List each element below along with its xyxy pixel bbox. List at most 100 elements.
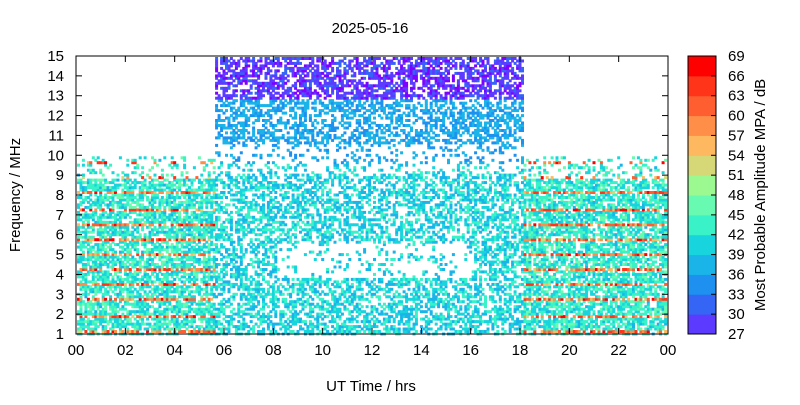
data-point: [262, 186, 265, 190]
data-point: [200, 198, 204, 202]
data-point: [232, 79, 236, 83]
data-point: [86, 205, 90, 209]
data-point: [266, 119, 270, 122]
data-point: [170, 156, 174, 160]
data-point: [138, 270, 142, 274]
data-point: [220, 104, 224, 108]
data-point: [269, 153, 273, 157]
data-point: [220, 307, 224, 311]
data-point: [303, 84, 307, 88]
data-point: [118, 327, 122, 331]
data-point: [121, 205, 125, 209]
data-point: [227, 76, 231, 80]
data-point: [323, 111, 327, 115]
data-point: [229, 243, 233, 247]
data-point: [301, 111, 305, 115]
data-point: [244, 265, 248, 269]
data-point: [160, 325, 164, 329]
data-point: [131, 302, 135, 306]
data-point: [195, 312, 199, 316]
data-point: [151, 223, 154, 227]
data-point: [192, 250, 196, 254]
data-point: [279, 312, 283, 316]
data-point: [242, 141, 246, 145]
data-point: [217, 282, 221, 286]
data-point: [262, 240, 265, 244]
data-point: [229, 210, 233, 214]
data-point: [217, 173, 221, 177]
data-point: [111, 200, 115, 204]
data-point: [175, 250, 179, 254]
data-point: [173, 213, 177, 217]
data-point: [158, 191, 162, 194]
data-point: [212, 250, 216, 254]
data-point: [138, 156, 142, 160]
data-point: [178, 330, 182, 333]
data-point: [254, 312, 258, 316]
data-point: [121, 315, 125, 319]
data-point: [86, 183, 90, 187]
data-point: [114, 255, 117, 259]
data-point: [158, 230, 162, 234]
data-point: [284, 81, 288, 85]
data-point: [178, 240, 182, 244]
data-point: [207, 245, 211, 249]
data-point: [77, 225, 80, 229]
data-point: [229, 146, 233, 150]
data-point: [274, 243, 278, 247]
data-point: [244, 106, 248, 110]
data-point: [311, 277, 315, 281]
data-point: [252, 96, 256, 100]
data-point: [212, 181, 216, 185]
data-point: [202, 287, 206, 291]
data-point: [91, 302, 95, 306]
data-point: [326, 151, 330, 155]
data-point: [190, 277, 194, 281]
data-point: [249, 295, 253, 299]
data-point: [249, 230, 253, 234]
data-point: [257, 312, 261, 316]
data-point: [306, 148, 310, 152]
data-point: [217, 235, 221, 239]
data-point: [86, 297, 90, 301]
data-point: [232, 91, 236, 95]
data-point: [222, 89, 226, 93]
data-point: [94, 317, 98, 321]
data-point: [118, 215, 122, 219]
data-point: [138, 310, 142, 314]
data-point: [101, 213, 105, 217]
data-point: [247, 223, 251, 227]
data-point: [141, 176, 145, 180]
data-point: [168, 327, 172, 331]
data-point: [316, 81, 320, 85]
data-point: [190, 193, 194, 197]
data-point: [220, 270, 224, 274]
data-point: [153, 233, 157, 237]
data-point: [266, 136, 270, 140]
data-point: [205, 305, 209, 309]
data-point: [136, 200, 140, 204]
data-point: [183, 265, 187, 269]
data-point: [79, 208, 83, 212]
data-point: [99, 225, 103, 229]
data-point: [210, 312, 214, 316]
data-point: [178, 213, 182, 217]
data-point: [215, 61, 219, 65]
data-point: [195, 330, 199, 333]
data-point: [294, 225, 298, 229]
data-point: [247, 74, 251, 78]
data-point: [170, 263, 174, 266]
data-point: [170, 218, 174, 222]
data-point: [158, 292, 162, 296]
data-point: [89, 268, 93, 271]
data-point: [116, 275, 120, 279]
data-point: [200, 253, 204, 257]
data-point: [173, 200, 177, 204]
data-point: [111, 263, 115, 266]
data-point: [257, 285, 261, 289]
data-point: [266, 84, 270, 88]
data-point: [306, 327, 310, 331]
data-point: [286, 327, 290, 331]
data-point: [274, 136, 278, 140]
data-point: [104, 161, 108, 165]
